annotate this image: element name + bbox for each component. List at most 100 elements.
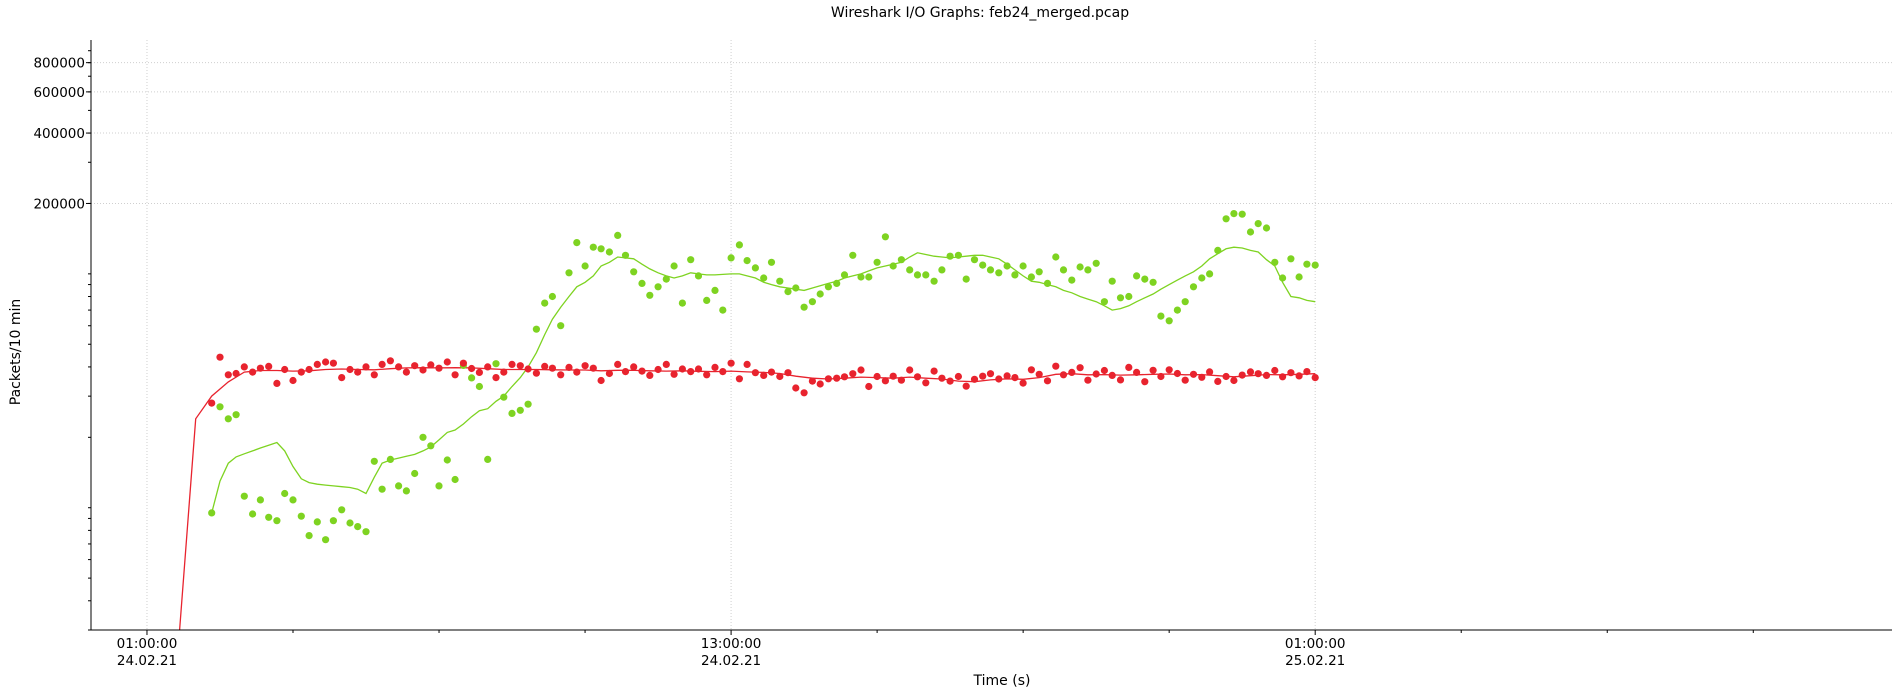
- series-0-point: [767, 258, 776, 266]
- series-1-point: [1108, 371, 1116, 379]
- series-0-point: [224, 415, 232, 423]
- series-1-point: [662, 360, 670, 368]
- series-1-point: [1076, 364, 1084, 372]
- series-1-point: [743, 360, 751, 368]
- series-1-point: [962, 382, 970, 390]
- series-1-point: [703, 371, 711, 379]
- series-0-point: [1019, 262, 1027, 270]
- series-1-point: [240, 363, 248, 371]
- y-axis-ticks: 200000 400000 600000 800000: [33, 50, 91, 631]
- series-1-point: [857, 366, 865, 374]
- series-0-point: [1165, 317, 1173, 325]
- series-1-point: [451, 371, 459, 379]
- series-1-point: [256, 364, 264, 372]
- series-1-point: [840, 373, 849, 381]
- series-0-point: [524, 400, 532, 408]
- series-0-point: [1173, 306, 1181, 314]
- series-1-point: [500, 368, 508, 376]
- series-0-point: [1003, 262, 1011, 270]
- series-0-point: [735, 241, 744, 249]
- series-0-point: [1141, 275, 1149, 283]
- series-1-point: [1214, 377, 1222, 385]
- series-0-point: [792, 284, 800, 292]
- x-tick-label: 01:00:00: [117, 636, 178, 652]
- series-0-point: [1222, 215, 1230, 223]
- series-0-point: [1311, 261, 1319, 269]
- series-0-point: [840, 271, 849, 279]
- x-tick-label: 01:00:00: [1285, 636, 1346, 652]
- series-0-point: [435, 482, 443, 490]
- series-0-point: [249, 510, 257, 518]
- series-1-point: [719, 368, 727, 376]
- series-0-point: [646, 291, 654, 299]
- series-0-point: [687, 256, 695, 264]
- series-1-point: [395, 363, 403, 371]
- series-0-point: [1027, 273, 1035, 281]
- series-1-point: [954, 372, 963, 381]
- series-0-point: [1157, 312, 1165, 320]
- series-1-point: [305, 365, 313, 374]
- series-0-point: [475, 382, 483, 391]
- series-0-point: [346, 519, 354, 527]
- series-1-point: [654, 365, 662, 374]
- series-1-point: [1165, 366, 1173, 374]
- x-axis-title: Time (s): [973, 673, 1031, 689]
- series-1-point: [808, 377, 817, 385]
- series-0-point: [1287, 255, 1295, 263]
- series-0-point: [808, 298, 817, 306]
- series-0-point: [1279, 274, 1287, 282]
- series-0-point: [1303, 260, 1311, 268]
- series-0-point: [508, 409, 516, 417]
- series-1-point: [411, 362, 419, 370]
- series-1-point: [1019, 379, 1027, 387]
- series-0-point: [548, 292, 557, 301]
- series-1-point: [475, 368, 483, 376]
- series-1-average-line: [178, 367, 1316, 631]
- series-1-point: [906, 366, 914, 374]
- series-1-point: [1116, 376, 1125, 384]
- series-0-point: [354, 523, 362, 531]
- series-0-point: [865, 273, 873, 281]
- series-1-point: [459, 359, 467, 367]
- series-1-point: [581, 362, 589, 370]
- series-1-point: [249, 368, 257, 376]
- series-1-point: [1011, 374, 1019, 382]
- series-1-point: [548, 364, 557, 372]
- series-0-point: [922, 271, 930, 279]
- series-1-point: [589, 364, 597, 372]
- series-0-point: [305, 532, 313, 540]
- series-0-point: [1059, 266, 1068, 274]
- series-1-point: [435, 364, 443, 372]
- series-0-point: [654, 283, 662, 291]
- series-0-point: [395, 482, 403, 490]
- series-0-point: [557, 322, 565, 330]
- series-1-point: [208, 399, 216, 407]
- series-1-point: [638, 367, 646, 375]
- series-1-point: [338, 374, 346, 382]
- series-0-point: [451, 475, 459, 484]
- series-0-point: [492, 360, 500, 368]
- series-1-point: [784, 369, 792, 377]
- series-0-point: [630, 268, 638, 276]
- series-1-point: [1141, 378, 1149, 386]
- x-tick-date: 24.02.21: [701, 653, 761, 669]
- series-1-point: [1230, 376, 1238, 385]
- series-1-point: [800, 389, 808, 397]
- series-0-point: [938, 266, 946, 274]
- series-0-point: [338, 506, 346, 514]
- series-1-point: [711, 363, 719, 371]
- series-1-point: [1084, 376, 1092, 384]
- series-0-point: [986, 266, 995, 274]
- series-1-point: [224, 371, 232, 379]
- series-1-point: [532, 369, 541, 377]
- series-0-point: [427, 442, 435, 450]
- series-0-point: [1149, 278, 1157, 286]
- series-1-point: [419, 366, 427, 374]
- series-1-point: [443, 358, 451, 366]
- series-0-point: [678, 299, 687, 307]
- series-1-point: [687, 368, 695, 376]
- series-1-point: [354, 368, 362, 376]
- series-1-point: [1100, 366, 1108, 375]
- series-1-point: [1279, 373, 1287, 381]
- series-0-point: [597, 245, 605, 253]
